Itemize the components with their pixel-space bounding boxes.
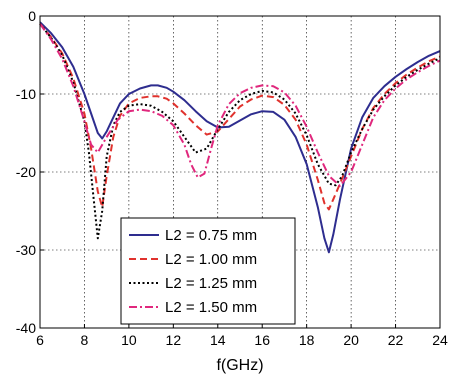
legend-label: L2 = 1.25 mm xyxy=(165,275,257,292)
y-tick-label: -30 xyxy=(16,242,36,258)
plot-frame xyxy=(39,15,441,329)
x-tick-label: 8 xyxy=(81,332,89,348)
series-line-1 xyxy=(39,21,441,254)
axis-tick-labels: 6 8 10 12 14 16 18 20 22 24 0 -10 -20 -30 -40 xyxy=(16,8,448,348)
legend: L2 = 0.75 mm L2 = 1.00 mm L2 = 1.25 mm L2 =… xyxy=(120,217,296,325)
x-axis-label: f(GHz) xyxy=(216,357,263,374)
x-tick-label: 22 xyxy=(388,332,404,348)
x-tick-label: 20 xyxy=(343,332,359,348)
x-tick-label: 6 xyxy=(36,332,44,348)
y-tick-label: -10 xyxy=(16,86,36,102)
x-tick-label: 14 xyxy=(210,332,226,348)
y-tick-label: 0 xyxy=(28,8,36,24)
legend-label: L2 = 0.75 mm xyxy=(165,227,257,244)
series-line-4 xyxy=(39,23,441,187)
y-tick-label: -40 xyxy=(16,320,36,336)
x-tick-label: 24 xyxy=(432,332,448,348)
x-tick-label: 10 xyxy=(121,332,137,348)
legend-label: L2 = 1.50 mm xyxy=(165,299,257,316)
series-line-3 xyxy=(39,23,441,240)
y-tick-label: -20 xyxy=(16,164,36,180)
x-tick-label: 12 xyxy=(166,332,182,348)
legend-label: L2 = 1.00 mm xyxy=(165,251,257,268)
series-lines xyxy=(39,21,441,254)
x-tick-label: 18 xyxy=(299,332,315,348)
x-tick-label: 16 xyxy=(254,332,270,348)
